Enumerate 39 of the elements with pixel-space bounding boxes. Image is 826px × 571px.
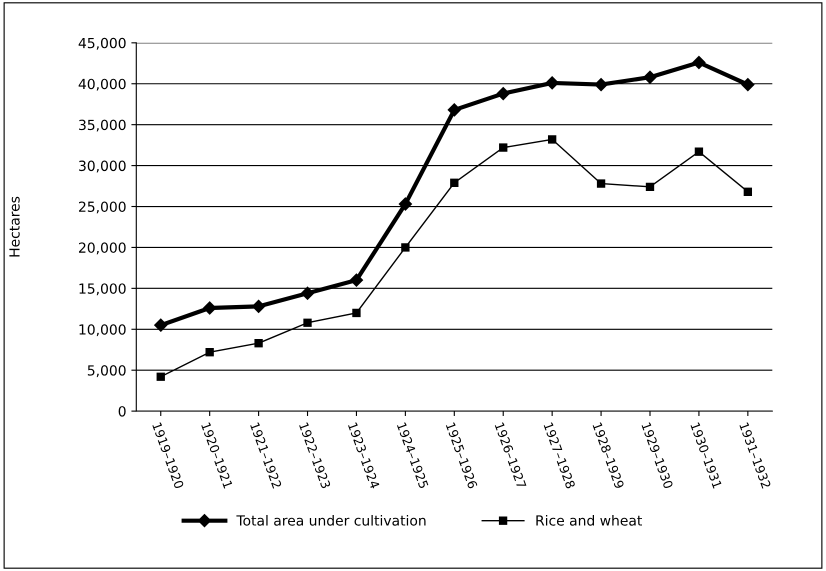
legend-label: Rice and wheat [536,514,642,526]
point [203,301,216,315]
point [398,197,412,211]
point [300,286,314,300]
y-tick-label: 30,000 [79,160,126,172]
y-tick-label: 0 [118,406,126,417]
point [692,56,706,70]
point [450,178,458,187]
point [154,318,168,332]
point [548,135,556,144]
point [646,182,654,192]
point [156,372,165,381]
point [694,148,704,156]
y-tick-label: 5,000 [88,365,126,378]
point [496,86,510,100]
y-tick-label: 40,000 [78,78,126,91]
point [594,78,608,92]
point [401,243,410,252]
point [546,76,559,90]
point [744,188,752,196]
point [303,318,312,327]
point [206,348,214,356]
y-axis-title: Hectares [9,196,20,256]
point [741,78,754,92]
y-tick-label: 10,000 [79,324,126,336]
point [350,274,364,287]
y-tick-label: 45,000 [78,38,126,50]
y-tick-label: 35,000 [79,120,126,132]
y-tick-label: 15,000 [79,283,126,296]
y-tick-label: 20,000 [78,242,126,254]
point [352,308,361,318]
point [499,143,508,152]
point [643,70,657,84]
point [596,179,606,188]
point [252,300,266,313]
point [254,339,263,348]
point [448,103,461,117]
legend-label: Total area under cultivation [236,514,426,526]
y-tick-label: 25,000 [78,201,126,214]
